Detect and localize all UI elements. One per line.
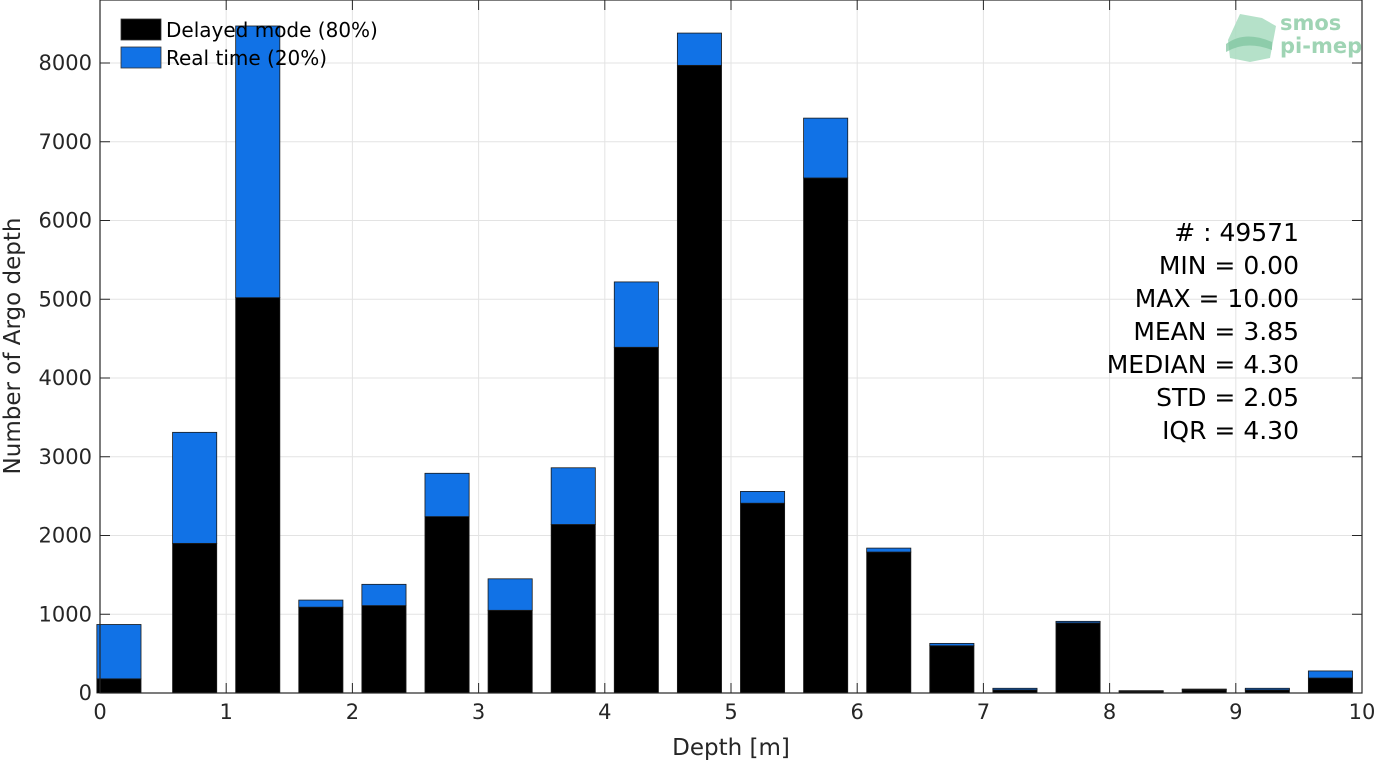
x-tick-label: 9 — [1229, 700, 1242, 724]
bar-real-time — [1118, 690, 1164, 692]
bar-real-time — [298, 599, 344, 608]
stat-line: STD = 2.05 — [1156, 383, 1299, 412]
bar-real-time — [1181, 688, 1227, 691]
legend-label-realtime: Real time (20%) — [166, 46, 327, 70]
legend-swatch-realtime — [120, 46, 162, 69]
bar-real-time — [866, 547, 912, 553]
bar-real-time — [424, 472, 470, 518]
stat-line: MAX = 10.00 — [1135, 284, 1299, 313]
x-tick-label: 3 — [472, 700, 485, 724]
y-tick-label: 3000 — [39, 445, 92, 469]
bar-delayed-mode — [298, 606, 344, 694]
bar-real-time — [676, 32, 722, 66]
y-tick-label: 2000 — [39, 524, 92, 548]
x-tick-label: 10 — [1349, 700, 1376, 724]
bar-real-time — [1055, 620, 1101, 624]
x-tick-label: 8 — [1103, 700, 1116, 724]
bar-delayed-mode — [1307, 677, 1353, 694]
y-tick-label: 0 — [79, 681, 92, 705]
bar-real-time — [1244, 687, 1290, 691]
bar-delayed-mode — [740, 502, 786, 694]
bar-real-time — [172, 431, 218, 544]
bar-real-time — [487, 578, 533, 611]
bar-delayed-mode — [424, 516, 470, 694]
bar-real-time — [361, 583, 407, 606]
bar-real-time — [235, 25, 281, 299]
y-tick-label: 7000 — [39, 130, 92, 154]
x-tick-label: 4 — [598, 700, 611, 724]
bar-real-time — [803, 117, 849, 179]
x-tick-label: 6 — [851, 700, 864, 724]
bars-layer — [96, 25, 1353, 694]
bar-delayed-mode — [361, 605, 407, 694]
bar-delayed-mode — [676, 64, 722, 694]
bar-delayed-mode — [96, 678, 142, 694]
x-tick-label: 5 — [724, 700, 737, 724]
bar-real-time — [550, 467, 596, 525]
legend: Delayed mode (80%) Real time (20%) — [120, 18, 378, 70]
ticks-layer: 0 1 2 3 4 5 6 7 8 9 10 0 1000 2000 3000 4000 5000 6000 700… — [39, 0, 1376, 724]
legend-label-delayed: Delayed mode (80%) — [166, 18, 378, 42]
bar-delayed-mode — [613, 346, 659, 694]
bar-delayed-mode — [235, 297, 281, 694]
bar-delayed-mode — [803, 177, 849, 694]
x-tick-label: 7 — [977, 700, 990, 724]
smos-pimep-logo: smos pi-mep — [1226, 11, 1362, 62]
stat-line: IQR = 4.30 — [1162, 416, 1299, 445]
x-tick-label: 1 — [220, 700, 233, 724]
bar-real-time — [740, 490, 786, 504]
x-axis-label: Depth [m] — [672, 735, 790, 761]
statistics-box: # : 49571 MIN = 0.00 MAX = 10.00 MEAN = 3.8… — [1107, 218, 1299, 445]
bar-delayed-mode — [550, 524, 596, 694]
logo-text-smos: smos — [1280, 11, 1341, 35]
x-tick-label: 0 — [93, 700, 106, 724]
bar-real-time — [992, 687, 1038, 691]
y-tick-label: 1000 — [39, 602, 92, 626]
y-tick-label: 4000 — [39, 366, 92, 390]
y-tick-label: 6000 — [39, 209, 92, 233]
bar-delayed-mode — [487, 609, 533, 694]
stat-line: MIN = 0.00 — [1159, 251, 1299, 280]
legend-swatch-delayed — [120, 18, 162, 41]
logo-wave-icon — [1226, 36, 1272, 52]
x-tick-label: 2 — [346, 700, 359, 724]
bar-real-time — [1307, 670, 1353, 679]
y-tick-label: 8000 — [39, 51, 92, 75]
bar-real-time — [929, 642, 975, 647]
bar-delayed-mode — [172, 542, 218, 694]
y-tick-label: 5000 — [39, 287, 92, 311]
stat-line: MEAN = 3.85 — [1133, 317, 1299, 346]
stat-line: # : 49571 — [1174, 218, 1299, 247]
logo-text-pimep: pi-mep — [1280, 34, 1362, 58]
bar-delayed-mode — [1055, 622, 1101, 694]
bar-delayed-mode — [929, 645, 975, 694]
stat-line: MEDIAN = 4.30 — [1107, 350, 1299, 379]
bar-delayed-mode — [866, 551, 912, 694]
y-axis-label: Number of Argo depth — [0, 218, 26, 475]
bar-real-time — [613, 281, 659, 348]
bar-real-time — [96, 624, 142, 680]
